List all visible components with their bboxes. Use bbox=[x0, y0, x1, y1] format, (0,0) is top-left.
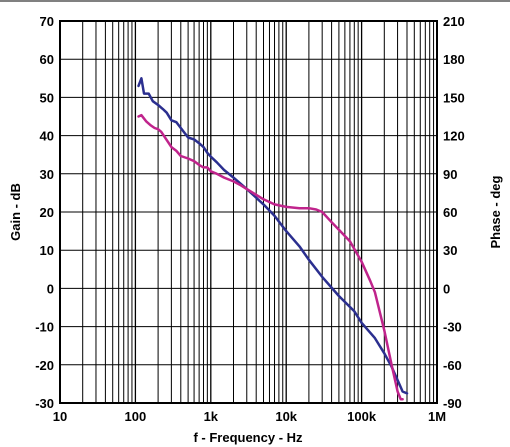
grid bbox=[60, 21, 437, 403]
y-right-tick-label: 60 bbox=[443, 205, 457, 220]
y-right-tick-label: 180 bbox=[443, 52, 465, 67]
y-axis-left-title: Gain - dB bbox=[8, 183, 23, 241]
y-left-tick-label: -10 bbox=[35, 320, 54, 335]
y-left-tick-label: -20 bbox=[35, 358, 54, 373]
tick-labels: 706050403020100-10-20-302101801501209060… bbox=[35, 14, 465, 424]
x-tick-label: 100k bbox=[347, 409, 377, 424]
x-axis-title: f - Frequency - Hz bbox=[193, 430, 303, 445]
x-tick-label: 1k bbox=[204, 409, 219, 424]
x-tick-label: 1M bbox=[428, 409, 446, 424]
y-left-tick-label: 40 bbox=[40, 129, 54, 144]
y-left-tick-label: 10 bbox=[40, 243, 54, 258]
y-left-tick-label: 60 bbox=[40, 52, 54, 67]
y-right-tick-label: 30 bbox=[443, 243, 457, 258]
y-left-tick-label: 30 bbox=[40, 167, 54, 182]
y-right-tick-label: 150 bbox=[443, 90, 465, 105]
y-right-tick-label: -60 bbox=[443, 358, 462, 373]
y-right-tick-label: -90 bbox=[443, 396, 462, 411]
y-left-tick-label: -30 bbox=[35, 396, 54, 411]
y-right-tick-label: 120 bbox=[443, 129, 465, 144]
y-axis-right-title: Phase - deg bbox=[488, 175, 503, 248]
x-tick-label: 100 bbox=[125, 409, 147, 424]
y-right-tick-label: 0 bbox=[443, 281, 450, 296]
x-tick-label: 10 bbox=[53, 409, 67, 424]
series-layer bbox=[137, 77, 409, 401]
y-right-tick-label: 90 bbox=[443, 167, 457, 182]
x-tick-label: 10k bbox=[275, 409, 297, 424]
y-left-tick-label: 50 bbox=[40, 90, 54, 105]
gain-curve bbox=[137, 77, 409, 395]
y-left-tick-label: 20 bbox=[40, 205, 54, 220]
y-right-tick-label: -30 bbox=[443, 320, 462, 335]
y-left-tick-label: 70 bbox=[40, 14, 54, 29]
y-left-tick-label: 0 bbox=[47, 281, 54, 296]
phase-curve bbox=[137, 113, 404, 401]
plot-frame bbox=[59, 20, 438, 404]
y-right-tick-label: 210 bbox=[443, 14, 465, 29]
